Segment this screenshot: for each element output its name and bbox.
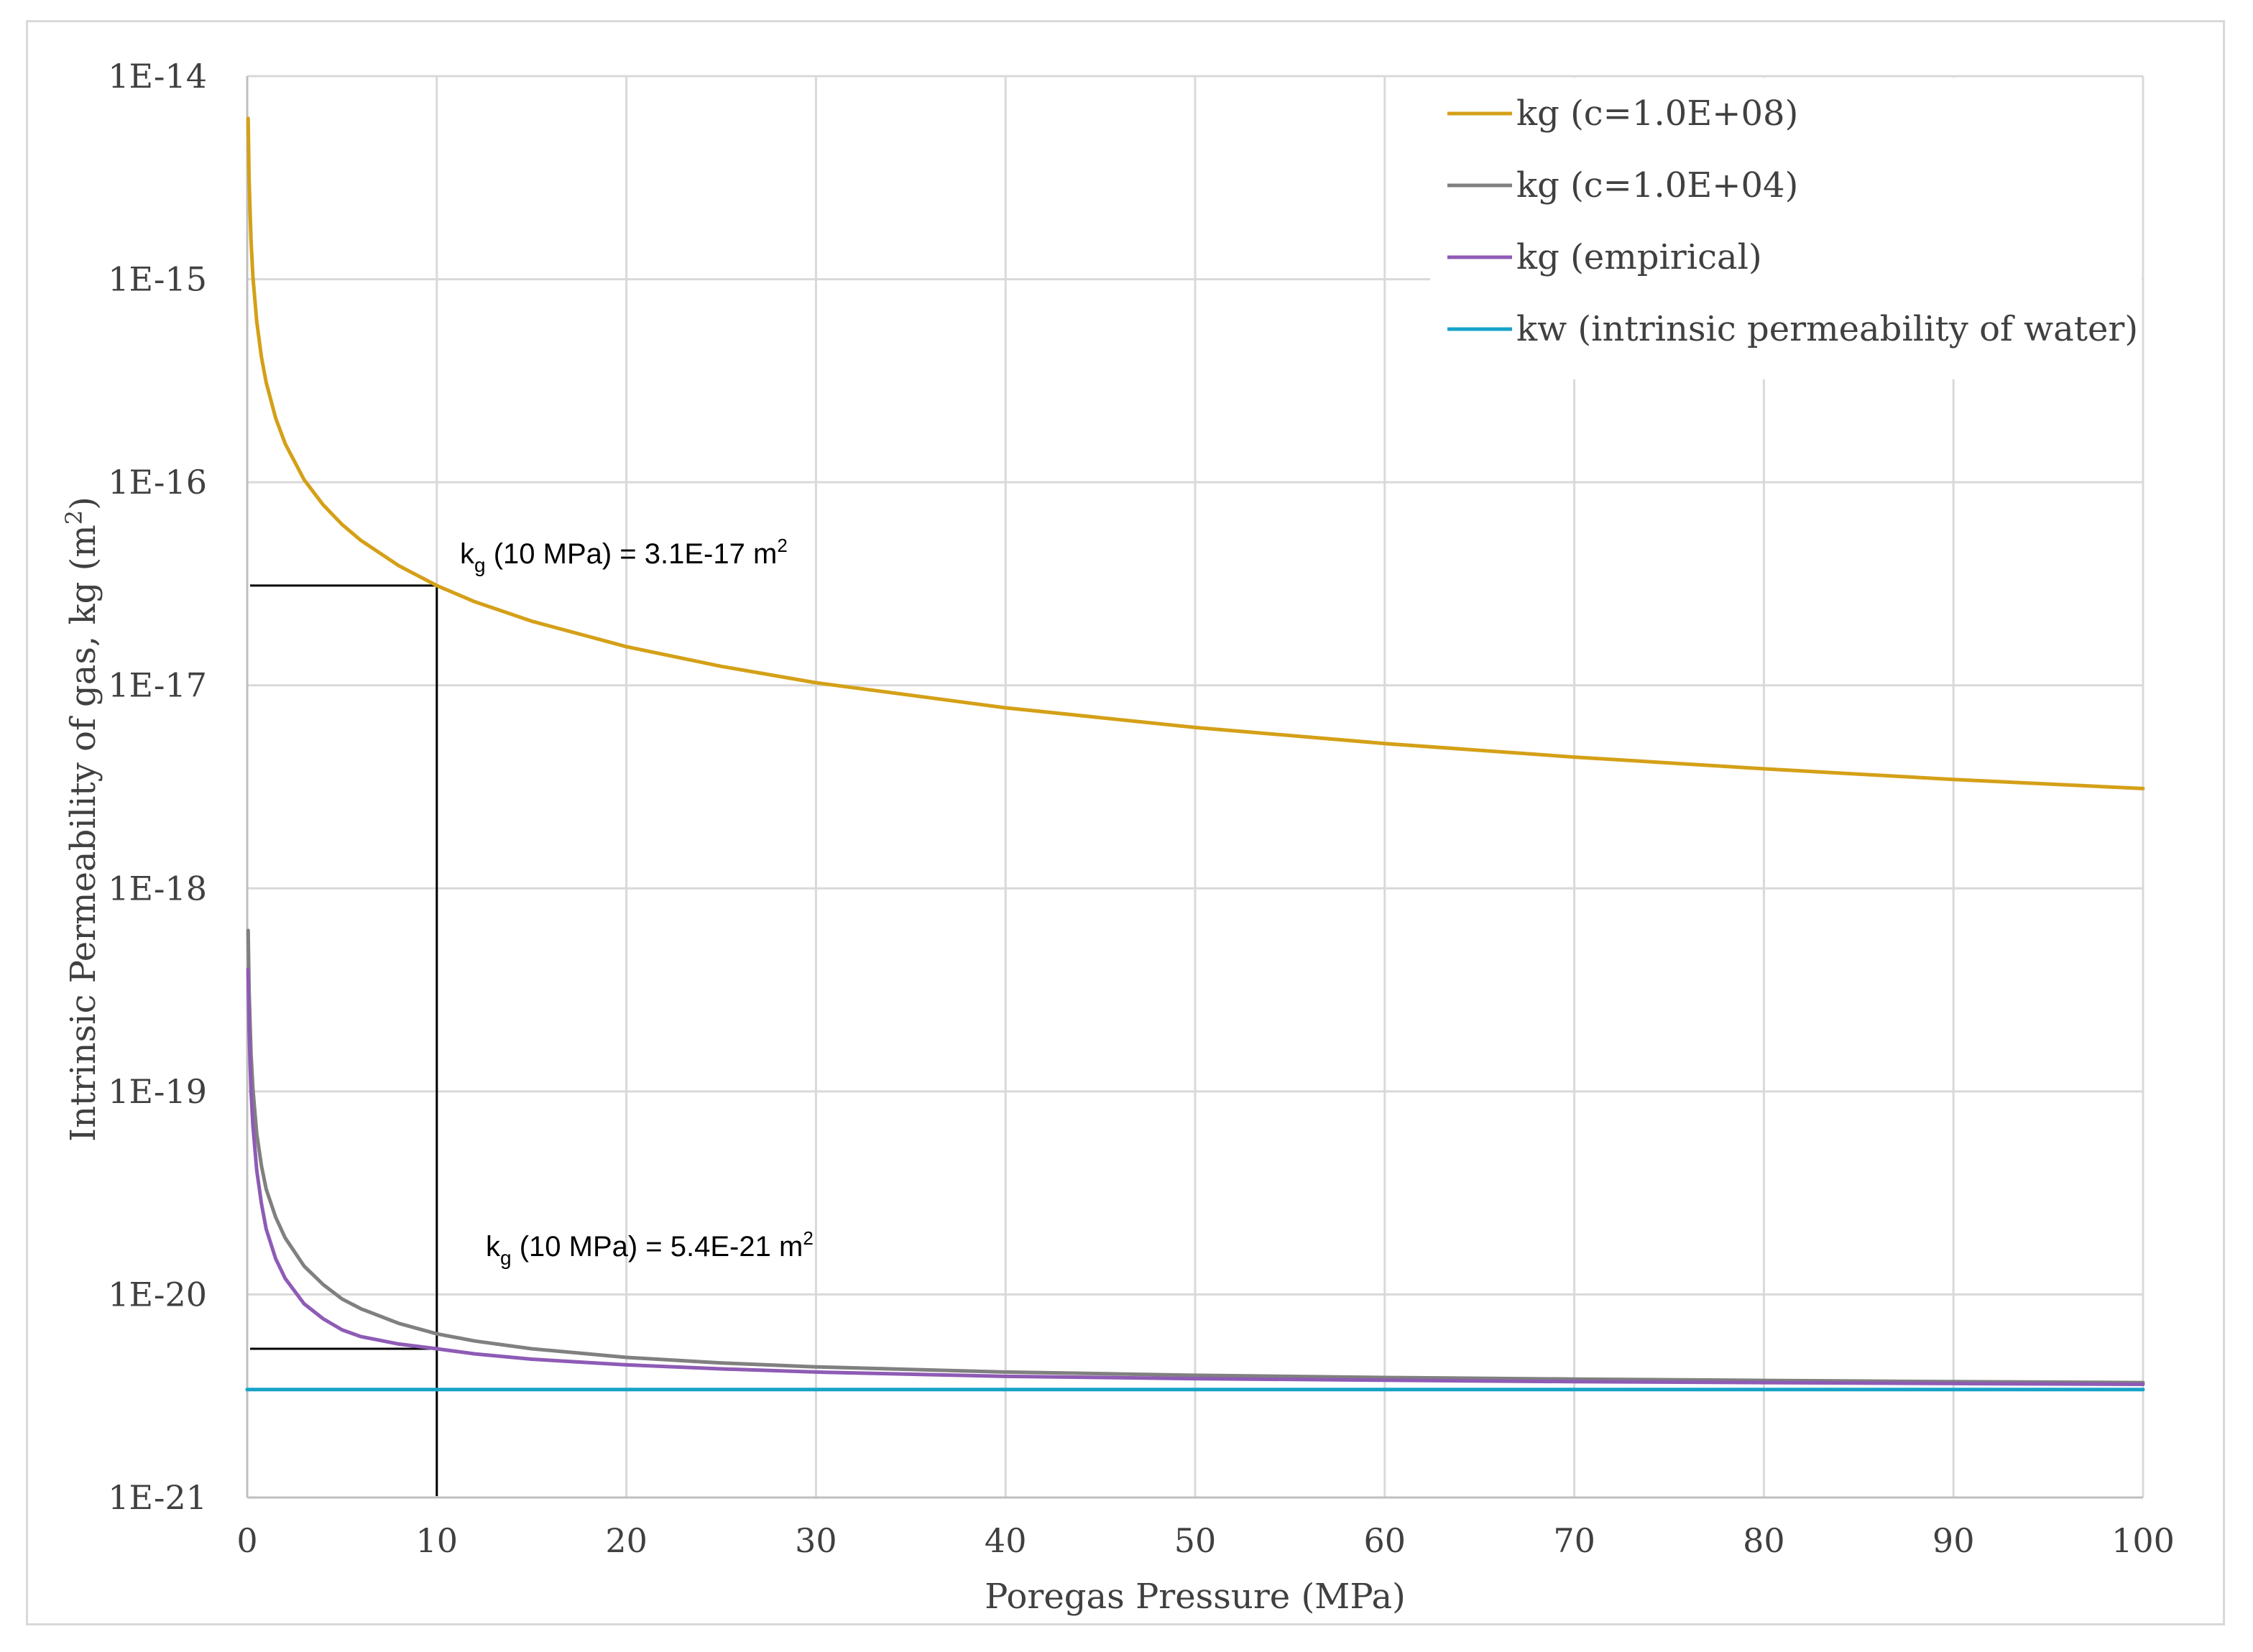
annotation-lower-sub: g [500,1247,512,1269]
legend-label: kg (empirical) [1516,237,1762,277]
annotation-lower-text: (10 MPa) = 5.4E-21 m [512,1231,803,1263]
y-tick-label: 1E-18 [108,869,207,908]
legend-label: kw (intrinsic permeability of water) [1516,309,2138,349]
y-tick-label: 1E-19 [108,1072,207,1111]
x-tick-label: 70 [1553,1521,1595,1560]
y-axis-title-main: Intrinsic Permeability of gas, kg (m [63,525,103,1142]
x-tick-label: 80 [1743,1521,1785,1560]
x-axis-title: Poregas Pressure (MPa) [985,1577,1406,1617]
series-line-0 [246,116,2145,790]
x-tick-label: 40 [985,1521,1027,1560]
guide-lines [250,584,438,1496]
annotation-lower-base: k [486,1231,501,1263]
x-tick-label: 100 [2111,1521,2175,1560]
series-line-2 [246,967,2145,1386]
annotation-lower-sup: 2 [803,1227,813,1249]
x-tick-label: 20 [605,1521,648,1560]
x-tick-label: 0 [236,1521,257,1560]
y-tick-label: 1E-20 [108,1275,207,1314]
y-tick-label: 1E-14 [108,57,207,96]
annotation-lower: kg (10 MPa) = 5.4E-21 m2 [486,1227,814,1269]
axes [246,76,2143,1499]
y-axis-title-close: ) [63,497,103,510]
annotation-upper-sub: g [474,554,486,576]
y-tick-label: 1E-17 [108,666,207,705]
y-tick-label: 1E-16 [108,463,207,502]
y-axis-title: Intrinsic Permeability of gas, kg (m2) [60,497,103,1142]
annotation-upper-text: (10 MPa) = 3.1E-17 m [486,538,778,570]
legend-box [1430,78,2142,379]
annotation-upper-sup: 2 [777,535,787,556]
guide-line-upper [250,584,438,1496]
legend-label: kg (c=1.0E+08) [1516,93,1798,134]
x-tick-label: 90 [1932,1521,1975,1560]
y-tick-label: 1E-21 [108,1478,207,1517]
series-line-1 [246,928,2145,1385]
y-tick-labels: 1E-14 1E-15 1E-16 1E-17 1E-18 1E-19 1E-20 1E-21 [108,57,207,1517]
legend-label: kg (c=1.0E+04) [1516,165,1798,206]
x-tick-label: 10 [416,1521,459,1560]
x-tick-label: 50 [1174,1521,1217,1560]
y-tick-label: 1E-15 [108,260,207,299]
x-tick-labels: 0 10 20 30 40 50 60 70 80 90 100 [236,1521,2175,1560]
y-axis-title-sup: 2 [60,510,88,525]
series-lines [245,116,2145,1392]
annotation-upper-base: k [460,538,475,570]
annotation-upper: kg (10 MPa) = 3.1E-17 m2 [460,535,788,576]
legend: kg (c=1.0E+08) kg (c=1.0E+04) kg (empirica… [1447,93,2138,349]
x-tick-label: 60 [1364,1521,1406,1560]
x-tick-label: 30 [795,1521,837,1560]
